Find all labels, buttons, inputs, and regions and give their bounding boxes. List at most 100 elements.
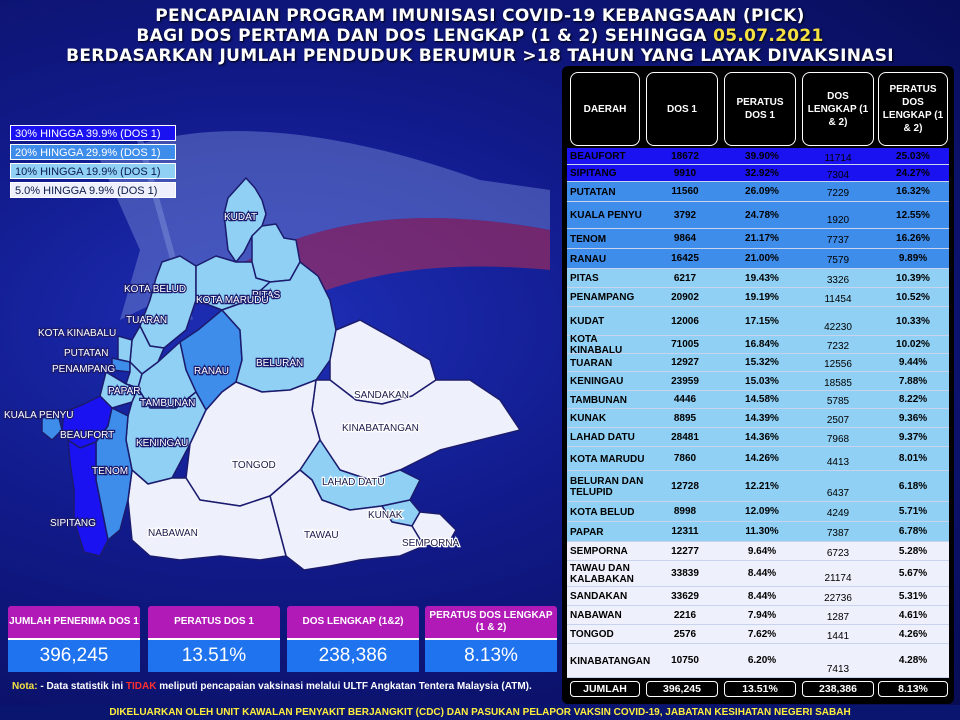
- cell-daerah: TAWAU DAN KALABAKAN: [570, 563, 634, 585]
- legend-item: 20% HINGGA 29.9% (DOS 1): [10, 144, 176, 160]
- cell-peratus-lengkap: 5.67%: [898, 568, 928, 579]
- cell-dos-lengkap: 2507: [826, 414, 850, 426]
- cell-dos1: 18672: [671, 150, 699, 162]
- table-row: KINABATANGAN 10750 6.20% 7413 4.28%: [567, 644, 949, 678]
- cell-peratus-dos1: 16.84%: [745, 339, 779, 350]
- summary-card-value: 238,386: [287, 638, 419, 672]
- map-svg: KUDAT PITAS KOTA BELUD KOTA MARUDU TUARAN KOT…: [3, 177, 521, 571]
- title-line-3: BERDASARKAN JUMLAH PENDUDUK BERUMUR >18 …: [66, 46, 894, 66]
- table-row: TAWAU DAN KALABAKAN 33839 8.44% 21174 5.67%: [567, 561, 949, 587]
- cell-peratus-lengkap: 9.89%: [898, 253, 928, 264]
- map-label-nabawan: NABAWAN: [148, 528, 198, 539]
- district-tawau: [269, 469, 425, 571]
- cell-daerah: KOTA MARUDU: [570, 453, 645, 465]
- cell-peratus-dos1: 8.44%: [747, 590, 777, 602]
- map-label-sipitang: SIPITANG: [50, 518, 96, 529]
- cell-peratus-lengkap: 10.33%: [896, 315, 930, 327]
- cell-dos1: 2576: [673, 628, 697, 640]
- cell-dos-lengkap: 12556: [824, 359, 852, 370]
- cell-dos1: 2216: [673, 609, 697, 621]
- cell-peratus-dos1: 14.36%: [745, 431, 779, 443]
- cell-daerah: PENAMPANG: [570, 292, 635, 303]
- cell-peratus-lengkap: 10.39%: [896, 272, 930, 284]
- map-label-ranau: RANAU: [194, 366, 229, 377]
- cell-dos-lengkap: 1920: [826, 215, 850, 226]
- summary-card: JUMLAH PENERIMA DOS 1 396,245: [8, 606, 140, 672]
- cell-peratus-lengkap: 9.44%: [898, 357, 928, 368]
- column-header: DOS 1: [646, 72, 718, 146]
- table-body: BEAUFORT 18672 39.90% 11714 25.03% SIPITANG 99…: [567, 148, 949, 678]
- cell-daerah: NABAWAN: [570, 610, 622, 621]
- map-label-kunak: KUNAK: [368, 510, 403, 521]
- summary-card: DOS LENGKAP (1&2) 238,386: [287, 606, 419, 672]
- cell-peratus-dos1: 17.15%: [745, 315, 779, 327]
- sabah-district-map: KUDAT PITAS KOTA BELUD KOTA MARUDU TUARAN KOT…: [0, 140, 560, 600]
- map-label-semporna: SEMPORNA: [402, 538, 460, 549]
- cell-dos-lengkap: 1441: [826, 630, 850, 642]
- table-row: SEMPORNA 12277 9.64% 6723 5.28%: [567, 542, 949, 561]
- district-kota-kinabalu: [117, 335, 133, 363]
- cell-peratus-lengkap: 4.26%: [898, 628, 928, 640]
- summary-card-value: 8.13%: [425, 638, 557, 672]
- map-labels: KUDAT PITAS KOTA BELUD KOTA MARUDU TUARAN KOT…: [3, 211, 461, 550]
- total-peratus-lengkap: 8.13%: [878, 681, 948, 697]
- map-label-beluran: BELURAN: [256, 358, 303, 369]
- summary-card-title: PERATUS DOS 1: [148, 606, 280, 638]
- cell-dos-lengkap: 3326: [826, 274, 850, 286]
- map-label-kuala-penyu: KUALA PENYU: [4, 410, 73, 421]
- summary-card-value: 396,245: [8, 638, 140, 672]
- map-label-kota-marudu: KOTA MARUDU: [196, 295, 269, 306]
- title-line-2-text: BAGI DOS PERTAMA DAN DOS LENGKAP (1 & 2)…: [136, 26, 714, 46]
- cell-dos-lengkap: 7304: [826, 169, 850, 181]
- table-row: PENAMPANG 20902 19.19% 11454 10.52%: [567, 288, 949, 307]
- cell-daerah: KUNAK: [570, 413, 607, 424]
- cell-peratus-lengkap: 6.78%: [898, 526, 928, 537]
- cell-dos1: 4446: [673, 394, 697, 405]
- cell-daerah: KOTA BELUD: [570, 506, 635, 518]
- cell-daerah: BEAUFORT: [570, 151, 626, 162]
- table-row: PITAS 6217 19.43% 3326 10.39%: [567, 269, 949, 288]
- district-nabawan: [127, 469, 287, 561]
- cell-peratus-lengkap: 5.28%: [898, 545, 928, 557]
- cell-peratus-dos1: 24.78%: [745, 209, 779, 221]
- cell-peratus-lengkap: 4.61%: [898, 609, 928, 621]
- cell-daerah: SEMPORNA: [570, 546, 628, 557]
- map-label-tenom: TENOM: [92, 466, 128, 477]
- cell-peratus-lengkap: 4.28%: [898, 655, 928, 666]
- table-row: BELURAN DAN TELUPID 12728 12.21% 6437 6.18%: [567, 471, 949, 502]
- cell-peratus-lengkap: 8.01%: [898, 453, 928, 464]
- map-label-putatan: PUTATAN: [64, 348, 108, 359]
- cell-daerah: PUTATAN: [570, 186, 616, 198]
- cell-dos1: 6217: [673, 272, 697, 284]
- cell-peratus-dos1: 11.30%: [745, 526, 779, 537]
- cell-daerah: KENINGAU: [570, 376, 624, 387]
- note-text-b: meliputi pencapaian vaksinasi melalui UL…: [156, 681, 532, 692]
- table-row: SIPITANG 9910 32.92% 7304 24.27%: [567, 165, 949, 182]
- map-label-tawau: TAWAU: [304, 530, 339, 541]
- table-row: TUARAN 12927 15.32% 12556 9.44%: [567, 354, 949, 372]
- district-kota-marudu: [195, 255, 271, 311]
- cell-peratus-dos1: 32.92%: [745, 167, 779, 179]
- cell-dos1: 23959: [671, 375, 699, 387]
- cell-peratus-lengkap: 10.02%: [896, 339, 930, 350]
- table-row: PAPAR 12311 11.30% 7387 6.78%: [567, 522, 949, 542]
- cell-dos-lengkap: 7229: [826, 188, 850, 199]
- district-kuala-penyu: [41, 413, 63, 441]
- table-row: KOTA MARUDU 7860 14.26% 4413 8.01%: [567, 447, 949, 471]
- cell-peratus-dos1: 6.20%: [747, 655, 777, 666]
- table-row: KUDAT 12006 17.15% 42230 10.33%: [567, 307, 949, 336]
- note-key: Nota:: [12, 681, 38, 692]
- map-label-lahad-datu: LAHAD DATU: [322, 477, 385, 488]
- district-beluran: [221, 261, 337, 393]
- cell-peratus-dos1: 15.03%: [745, 375, 779, 387]
- report-date: 05.07.2021: [713, 26, 824, 46]
- cell-peratus-lengkap: 6.18%: [898, 480, 928, 492]
- district-sipitang: [67, 439, 109, 557]
- cell-peratus-dos1: 14.58%: [745, 394, 779, 405]
- cell-peratus-dos1: 14.26%: [745, 453, 779, 464]
- map-label-kinabatangan: KINABATANGAN: [342, 423, 419, 434]
- summary-card-value: 13.51%: [148, 638, 280, 672]
- cell-peratus-lengkap: 24.27%: [896, 167, 930, 179]
- legend-item: 30% HINGGA 39.9% (DOS 1): [10, 125, 176, 141]
- map-label-tuaran: TUARAN: [126, 315, 167, 326]
